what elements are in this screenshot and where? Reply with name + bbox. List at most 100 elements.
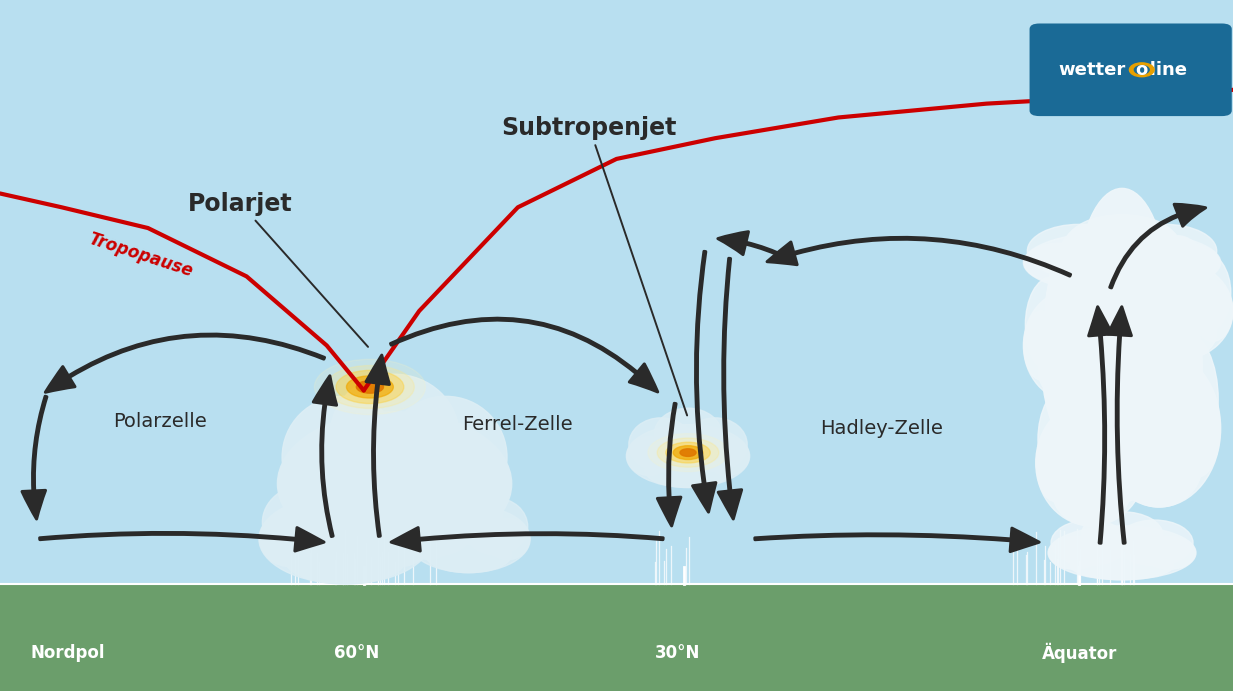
Ellipse shape (338, 484, 428, 560)
Text: Äquator: Äquator (1042, 643, 1117, 663)
Ellipse shape (1154, 333, 1218, 466)
Ellipse shape (1088, 311, 1122, 380)
Text: 30°N: 30°N (655, 644, 700, 662)
Ellipse shape (1046, 225, 1128, 422)
Ellipse shape (1069, 277, 1120, 372)
FancyArrowPatch shape (39, 528, 324, 551)
Ellipse shape (314, 359, 425, 415)
Text: Nordpol: Nordpol (31, 644, 105, 662)
Text: Tropopause: Tropopause (86, 229, 195, 281)
Ellipse shape (1049, 536, 1101, 569)
Ellipse shape (407, 518, 450, 560)
Ellipse shape (1116, 520, 1194, 566)
Ellipse shape (1023, 231, 1221, 294)
FancyArrowPatch shape (718, 231, 787, 258)
Ellipse shape (370, 511, 430, 567)
Ellipse shape (464, 498, 528, 555)
Ellipse shape (1053, 261, 1191, 294)
Ellipse shape (346, 376, 393, 398)
Ellipse shape (1036, 400, 1147, 526)
Text: wetter: wetter (1058, 61, 1126, 79)
FancyArrowPatch shape (366, 355, 390, 536)
Ellipse shape (657, 438, 719, 467)
Ellipse shape (1051, 520, 1128, 566)
Ellipse shape (1124, 251, 1182, 334)
Bar (0, 584, 1233, 691)
FancyArrowPatch shape (1110, 205, 1206, 288)
Ellipse shape (1065, 357, 1179, 483)
Ellipse shape (1147, 236, 1208, 319)
Ellipse shape (335, 370, 404, 404)
Ellipse shape (653, 408, 723, 462)
Ellipse shape (1046, 260, 1100, 355)
Ellipse shape (434, 488, 503, 545)
Ellipse shape (1036, 424, 1075, 502)
FancyArrowPatch shape (22, 396, 47, 519)
Ellipse shape (683, 418, 747, 471)
Ellipse shape (1052, 458, 1129, 526)
Ellipse shape (1023, 290, 1122, 401)
Ellipse shape (666, 442, 710, 463)
Circle shape (1129, 63, 1154, 77)
FancyArrowPatch shape (657, 404, 681, 526)
Text: Polarjet: Polarjet (189, 192, 369, 347)
Ellipse shape (1116, 422, 1202, 507)
Ellipse shape (649, 434, 727, 472)
Ellipse shape (1078, 189, 1166, 386)
Ellipse shape (707, 437, 750, 475)
Ellipse shape (330, 375, 459, 496)
Ellipse shape (1176, 380, 1221, 477)
Ellipse shape (1060, 367, 1122, 473)
Ellipse shape (1042, 249, 1202, 483)
Ellipse shape (1027, 225, 1129, 278)
Ellipse shape (279, 439, 360, 528)
FancyArrowPatch shape (767, 238, 1070, 276)
FancyBboxPatch shape (1030, 23, 1232, 116)
Ellipse shape (277, 412, 512, 556)
Ellipse shape (1116, 225, 1198, 422)
Ellipse shape (1100, 333, 1164, 466)
Ellipse shape (1138, 307, 1216, 361)
Ellipse shape (1145, 294, 1201, 438)
Text: Polarzelle: Polarzelle (113, 412, 207, 431)
Ellipse shape (1038, 341, 1107, 401)
Ellipse shape (681, 449, 695, 457)
Ellipse shape (385, 397, 507, 518)
Ellipse shape (1194, 281, 1233, 341)
Ellipse shape (1173, 251, 1231, 334)
Ellipse shape (1038, 386, 1096, 493)
Ellipse shape (1048, 526, 1196, 580)
Ellipse shape (1097, 350, 1221, 507)
Ellipse shape (1150, 243, 1219, 282)
Text: Hadley-Zelle: Hadley-Zelle (820, 419, 943, 438)
Text: o: o (1136, 61, 1148, 79)
Ellipse shape (326, 366, 414, 408)
Ellipse shape (285, 536, 406, 584)
Ellipse shape (409, 498, 473, 555)
Ellipse shape (282, 397, 404, 518)
Ellipse shape (1115, 225, 1217, 278)
FancyArrowPatch shape (391, 528, 663, 551)
FancyArrowPatch shape (693, 252, 716, 512)
Ellipse shape (1122, 262, 1233, 361)
Ellipse shape (628, 437, 671, 475)
Ellipse shape (407, 505, 530, 573)
FancyArrowPatch shape (46, 334, 324, 392)
FancyArrowPatch shape (755, 528, 1039, 551)
Ellipse shape (673, 446, 703, 460)
Circle shape (1134, 66, 1149, 74)
Ellipse shape (1070, 551, 1174, 580)
Ellipse shape (1025, 243, 1094, 282)
Ellipse shape (356, 381, 383, 393)
Ellipse shape (1107, 424, 1147, 502)
Ellipse shape (1043, 294, 1099, 438)
Ellipse shape (425, 536, 512, 573)
Text: Subtropenjet: Subtropenjet (502, 116, 687, 415)
Text: Ferrel-Zelle: Ferrel-Zelle (462, 415, 573, 435)
Ellipse shape (263, 484, 353, 560)
Ellipse shape (298, 471, 393, 547)
Text: 60°N: 60°N (334, 644, 380, 662)
Ellipse shape (629, 418, 693, 471)
Ellipse shape (429, 439, 510, 528)
Text: nline: nline (1137, 61, 1187, 79)
